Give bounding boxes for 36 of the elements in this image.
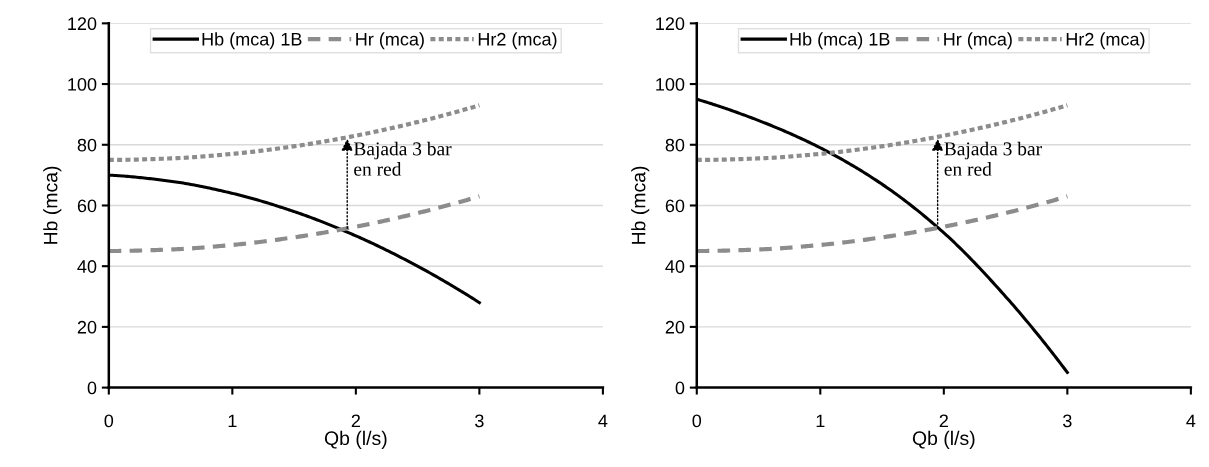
x-axis-title: Qb (l/s) — [912, 430, 975, 449]
x-tick-label: 4 — [1186, 414, 1196, 428]
y-tick-label: 120 — [68, 17, 97, 31]
y-tick-label: 60 — [665, 199, 685, 213]
y-tick-label: 100 — [68, 77, 97, 91]
legend-label: Hr (mca) — [944, 32, 1012, 50]
x-tick-label: 2 — [939, 414, 948, 428]
y-tick-label: 120 — [656, 17, 685, 31]
x-tick-label: 0 — [692, 414, 702, 428]
y-tick-label: 0 — [87, 381, 97, 395]
x-axis-title: Qb (l/s) — [324, 430, 387, 449]
y-axis-title: Hb (mca) — [631, 166, 650, 244]
y-tick-label: 80 — [665, 138, 685, 152]
x-tick-label: 2 — [351, 414, 360, 428]
y-tick-label: 40 — [665, 260, 685, 273]
y-tick-label: 40 — [77, 260, 97, 273]
y-tick-label: 20 — [665, 320, 685, 334]
legend-label: Hr2 (mca) — [478, 32, 557, 50]
x-tick-label: 4 — [598, 414, 608, 428]
y-tick-label: 100 — [656, 77, 685, 91]
x-tick-label: 3 — [1063, 414, 1072, 428]
x-tick-label: 0 — [104, 414, 114, 428]
annotation: Bajada 3 bar en red — [944, 141, 1042, 176]
legend-label: Hb (mca) 1B — [790, 32, 890, 50]
y-tick-label: 0 — [675, 381, 685, 395]
x-tick-label: 1 — [228, 414, 237, 428]
x-tick-label: 1 — [816, 414, 825, 428]
annotation: Bajada 3 bar en red — [353, 141, 452, 176]
y-tick-label: 80 — [77, 138, 97, 152]
legend-label: Hb (mca) 1B — [202, 32, 302, 50]
y-tick-label: 60 — [77, 199, 97, 213]
y-axis-title: Hb (mca) — [43, 166, 62, 244]
x-tick-label: 3 — [475, 414, 484, 428]
legend-label: Hr2 (mca) — [1066, 32, 1145, 50]
y-tick-label: 20 — [77, 320, 97, 334]
legend-label: Hr (mca) — [356, 32, 424, 50]
